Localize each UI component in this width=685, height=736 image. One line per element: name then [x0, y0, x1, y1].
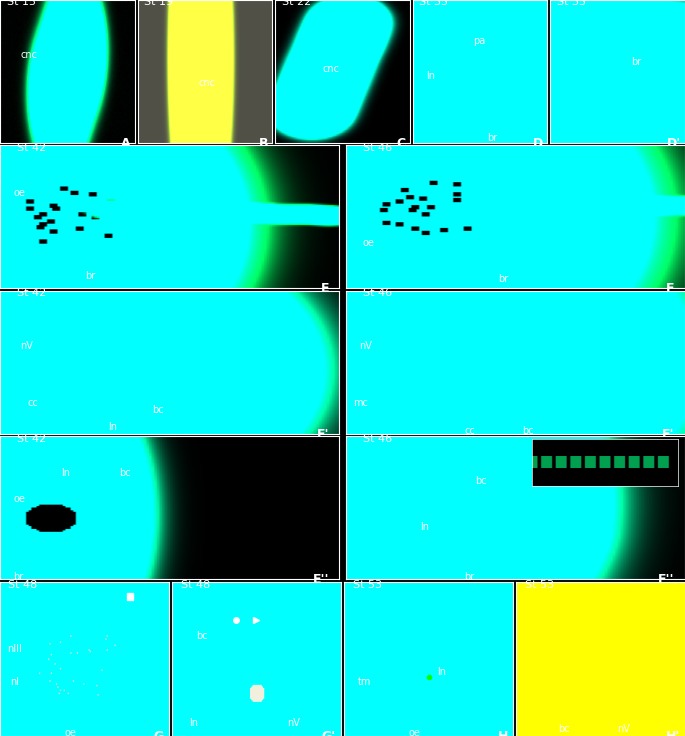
Bar — [127, 592, 134, 601]
Text: St 42: St 42 — [17, 434, 46, 444]
Text: br: br — [487, 132, 497, 143]
Text: ln: ln — [437, 667, 446, 676]
Text: ln: ln — [61, 468, 70, 478]
Text: ln: ln — [421, 522, 429, 532]
Text: nIII: nIII — [7, 643, 22, 654]
Text: F: F — [667, 283, 675, 295]
Text: tm: tm — [358, 677, 371, 687]
Text: St 46: St 46 — [363, 288, 392, 298]
Text: B: B — [259, 137, 269, 150]
Text: br: br — [631, 57, 641, 67]
Text: ln: ln — [108, 422, 118, 432]
Text: H: H — [497, 730, 508, 736]
Text: nV: nV — [21, 341, 33, 351]
Text: D': D' — [667, 137, 681, 150]
Text: St 46: St 46 — [363, 143, 392, 152]
Text: St 19: St 19 — [145, 0, 173, 7]
Text: br: br — [85, 271, 95, 281]
Text: A: A — [121, 137, 131, 150]
Text: bc: bc — [475, 476, 486, 486]
Text: oe: oe — [408, 729, 420, 736]
Text: bc: bc — [153, 405, 164, 415]
Text: ln: ln — [189, 718, 198, 727]
Text: oe: oe — [363, 238, 375, 248]
Text: cc: cc — [27, 398, 38, 408]
Text: St 48: St 48 — [181, 580, 210, 590]
Text: G': G' — [321, 730, 336, 736]
Text: cnc: cnc — [21, 50, 37, 60]
Text: cnc: cnc — [198, 79, 215, 88]
Text: E: E — [321, 283, 329, 295]
Text: St 53: St 53 — [525, 580, 553, 590]
Text: St 15: St 15 — [7, 0, 36, 7]
Text: St 22: St 22 — [282, 0, 311, 7]
Text: H': H' — [666, 730, 680, 736]
Text: nl: nl — [10, 677, 19, 687]
Text: F'': F'' — [658, 573, 675, 587]
Text: mc: mc — [353, 398, 368, 408]
Text: St 35: St 35 — [557, 0, 586, 7]
Text: br: br — [14, 572, 24, 582]
Text: bc: bc — [558, 723, 570, 734]
Text: cc: cc — [464, 426, 475, 436]
Text: pa: pa — [473, 35, 486, 46]
Text: E': E' — [316, 428, 329, 441]
Text: br: br — [464, 572, 475, 582]
Text: cnc: cnc — [322, 64, 339, 74]
Text: nV: nV — [617, 723, 630, 734]
Text: St 35: St 35 — [419, 0, 449, 7]
Text: oe: oe — [14, 494, 25, 503]
Text: St 46: St 46 — [363, 434, 392, 444]
Text: oe: oe — [14, 188, 25, 198]
Text: br: br — [499, 274, 509, 284]
Text: C: C — [397, 137, 406, 150]
Text: bc: bc — [119, 468, 130, 478]
Text: E'': E'' — [312, 573, 329, 587]
Text: nV: nV — [287, 718, 300, 727]
Text: St 48: St 48 — [8, 580, 38, 590]
Text: G: G — [153, 730, 164, 736]
Text: oe: oe — [64, 729, 76, 736]
Text: bc: bc — [522, 426, 534, 436]
Text: nV: nV — [360, 341, 373, 351]
Text: D: D — [533, 137, 543, 150]
Text: bc: bc — [196, 631, 208, 641]
Text: St 53: St 53 — [353, 580, 382, 590]
Text: F': F' — [662, 428, 675, 441]
Text: St 42: St 42 — [17, 143, 46, 152]
Text: St 42: St 42 — [17, 288, 46, 298]
Text: ln: ln — [426, 71, 435, 81]
